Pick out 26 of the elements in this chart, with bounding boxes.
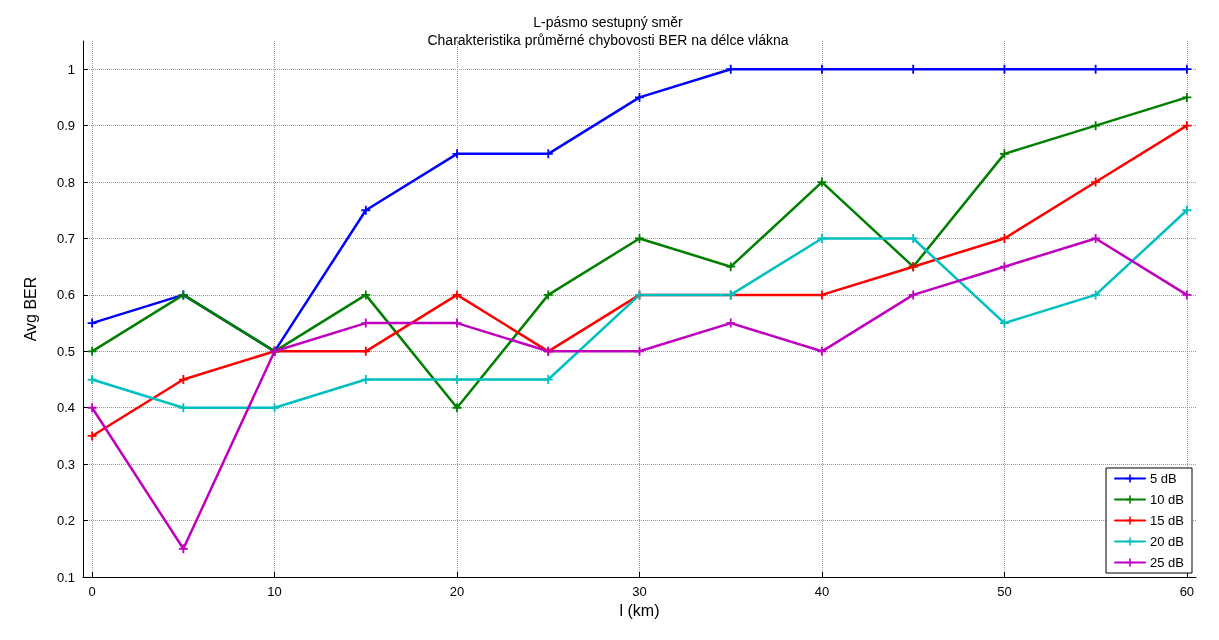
legend-label: 10 dB bbox=[1150, 492, 1185, 507]
legend-label: 25 dB bbox=[1150, 555, 1185, 570]
y-tick-label: 0.8 bbox=[56, 174, 75, 190]
y-tick-label: 0.4 bbox=[56, 400, 75, 416]
chart-title: L-pásmo sestupný směr bbox=[533, 14, 684, 30]
x-tick-label: 60 bbox=[1179, 584, 1195, 599]
y-tick-label: 0.9 bbox=[56, 118, 75, 134]
y-tick-label: 0.3 bbox=[56, 456, 75, 472]
y-tick-label: 1 bbox=[67, 61, 75, 77]
x-tick-label: 40 bbox=[814, 584, 830, 599]
y-tick-label: 0.2 bbox=[56, 513, 75, 529]
chart-subtitle: Charakteristika průměrné chybovosti BER na délce vlákna bbox=[427, 32, 789, 48]
x-axis-title: l (km) bbox=[619, 602, 660, 620]
y-tick-label: 0.6 bbox=[56, 287, 75, 303]
legend-label: 5 dB bbox=[1150, 471, 1177, 486]
x-tick-label: 50 bbox=[997, 584, 1012, 599]
y-tick-label: 0.1 bbox=[56, 569, 75, 585]
x-tick-label: 30 bbox=[632, 584, 647, 599]
y-tick-label: 0.5 bbox=[56, 343, 75, 359]
x-tick-label: 20 bbox=[449, 584, 465, 599]
legend-label: 15 dB bbox=[1150, 513, 1185, 528]
x-tick-label: 10 bbox=[267, 584, 282, 599]
x-tick-label: 0 bbox=[88, 584, 96, 599]
y-tick-label: 0.7 bbox=[56, 230, 75, 246]
y-axis-title: Avg BER bbox=[21, 276, 39, 342]
legend-label: 20 dB bbox=[1150, 534, 1185, 549]
